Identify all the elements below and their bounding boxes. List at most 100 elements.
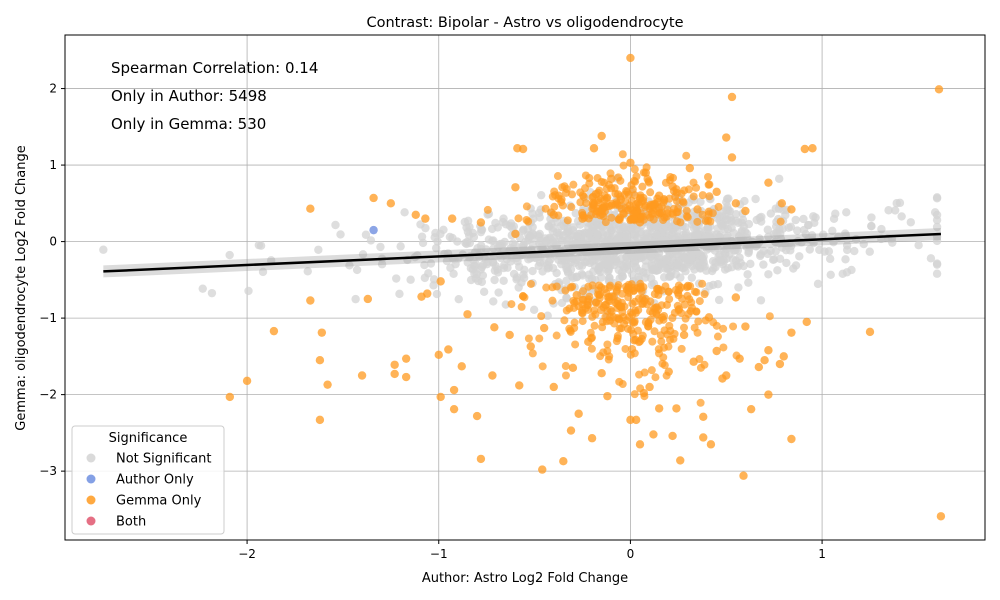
gemma-only-point bbox=[559, 456, 568, 466]
not-significant-point bbox=[551, 241, 561, 250]
gemma-only-point bbox=[679, 323, 688, 332]
not-significant-point bbox=[813, 279, 823, 289]
gemma-only-point bbox=[683, 281, 693, 291]
gemma-only-point bbox=[626, 53, 635, 63]
gemma-only-point bbox=[639, 388, 649, 398]
not-significant-point bbox=[488, 236, 498, 245]
not-significant-point bbox=[842, 241, 852, 250]
gemma-only-point bbox=[692, 307, 701, 316]
not-significant-point bbox=[482, 259, 492, 269]
not-significant-point bbox=[376, 242, 385, 252]
not-significant-point bbox=[575, 261, 584, 271]
not-significant-point bbox=[610, 238, 620, 248]
gemma-only-point bbox=[682, 206, 691, 215]
not-significant-point bbox=[490, 275, 499, 285]
not-significant-point bbox=[842, 268, 852, 277]
gemma-only-point bbox=[696, 398, 705, 407]
gemma-only-point bbox=[622, 186, 631, 195]
not-significant-point bbox=[736, 258, 745, 268]
gemma-only-point bbox=[659, 198, 668, 207]
gemma-only-point bbox=[476, 454, 486, 464]
gemma-only-point bbox=[611, 200, 620, 209]
gemma-only-point bbox=[572, 297, 581, 306]
gemma-only-point bbox=[689, 192, 698, 201]
not-significant-point bbox=[807, 231, 817, 240]
gemma-only-point bbox=[578, 306, 587, 315]
not-significant-point bbox=[728, 255, 738, 264]
gemma-only-point bbox=[712, 346, 721, 356]
gemma-only-point bbox=[605, 283, 614, 292]
gemma-only-point bbox=[704, 210, 713, 219]
gemma-only-point bbox=[764, 390, 773, 399]
gemma-only-point bbox=[537, 312, 546, 321]
legend-label: Both bbox=[116, 515, 146, 530]
gemma-only-point bbox=[315, 415, 325, 425]
not-significant-point bbox=[463, 237, 472, 247]
gemma-only-point bbox=[699, 412, 708, 422]
not-significant-point bbox=[584, 270, 594, 279]
gemma-only-point bbox=[635, 218, 645, 227]
legend-marker bbox=[86, 474, 96, 484]
not-significant-point bbox=[724, 194, 733, 203]
not-significant-point bbox=[693, 230, 702, 240]
not-significant-point bbox=[828, 226, 837, 236]
gemma-only-point bbox=[800, 144, 810, 154]
not-significant-point bbox=[303, 267, 312, 276]
gemma-only-point bbox=[704, 172, 713, 181]
not-significant-point bbox=[718, 221, 727, 231]
gemma-only-point bbox=[615, 377, 624, 386]
gemma-only-point bbox=[760, 355, 769, 365]
not-significant-point bbox=[515, 262, 524, 271]
gemma-only-point bbox=[589, 144, 599, 153]
not-significant-point bbox=[897, 212, 906, 221]
gemma-only-point bbox=[661, 178, 670, 187]
gemma-only-point bbox=[605, 352, 614, 361]
gemma-only-point bbox=[630, 317, 639, 326]
gemma-only-point bbox=[654, 191, 664, 200]
gemma-only-point bbox=[679, 198, 688, 207]
gemma-only-point bbox=[463, 310, 472, 319]
gemma-only-point bbox=[677, 344, 686, 353]
gemma-only-point bbox=[436, 392, 445, 402]
gemma-only-point bbox=[651, 373, 660, 382]
gemma-only-point bbox=[570, 318, 579, 327]
not-significant-point bbox=[654, 248, 664, 258]
gemma-only-point bbox=[581, 199, 590, 208]
gemma-only-point bbox=[654, 404, 664, 413]
gemma-only-point bbox=[553, 172, 562, 181]
legend-box bbox=[71, 425, 225, 535]
not-significant-point bbox=[791, 215, 800, 225]
gemma-only-point bbox=[727, 153, 737, 162]
gemma-only-point bbox=[585, 179, 594, 188]
gemma-only-point bbox=[520, 293, 529, 302]
gemma-only-point bbox=[641, 168, 650, 177]
not-significant-point bbox=[453, 237, 462, 246]
not-significant-point bbox=[593, 230, 602, 239]
not-significant-point bbox=[314, 245, 323, 254]
gemma-only-point bbox=[689, 178, 698, 187]
not-significant-point bbox=[684, 237, 693, 246]
not-significant-point bbox=[426, 259, 436, 268]
not-significant-point bbox=[569, 273, 578, 283]
not-significant-point bbox=[877, 224, 886, 234]
gemma-only-point bbox=[597, 306, 606, 315]
gemma-only-point bbox=[684, 309, 693, 318]
not-significant-point bbox=[867, 213, 876, 222]
not-significant-point bbox=[759, 260, 768, 269]
gemma-only-point bbox=[568, 190, 577, 199]
not-significant-point bbox=[481, 245, 491, 254]
not-significant-point bbox=[646, 274, 656, 283]
not-significant-point bbox=[649, 264, 659, 274]
not-significant-point bbox=[799, 225, 809, 235]
gemma-only-point bbox=[713, 332, 722, 341]
not-significant-point bbox=[529, 305, 539, 315]
gemma-only-point bbox=[679, 330, 689, 340]
not-significant-point bbox=[603, 237, 612, 246]
not-significant-point bbox=[258, 267, 268, 277]
not-significant-point bbox=[751, 194, 760, 204]
not-significant-point bbox=[432, 289, 442, 299]
gemma-only-point bbox=[646, 188, 655, 197]
not-significant-point bbox=[774, 174, 784, 183]
gemma-only-point bbox=[568, 363, 578, 373]
y-tick-label: −1 bbox=[39, 311, 57, 325]
